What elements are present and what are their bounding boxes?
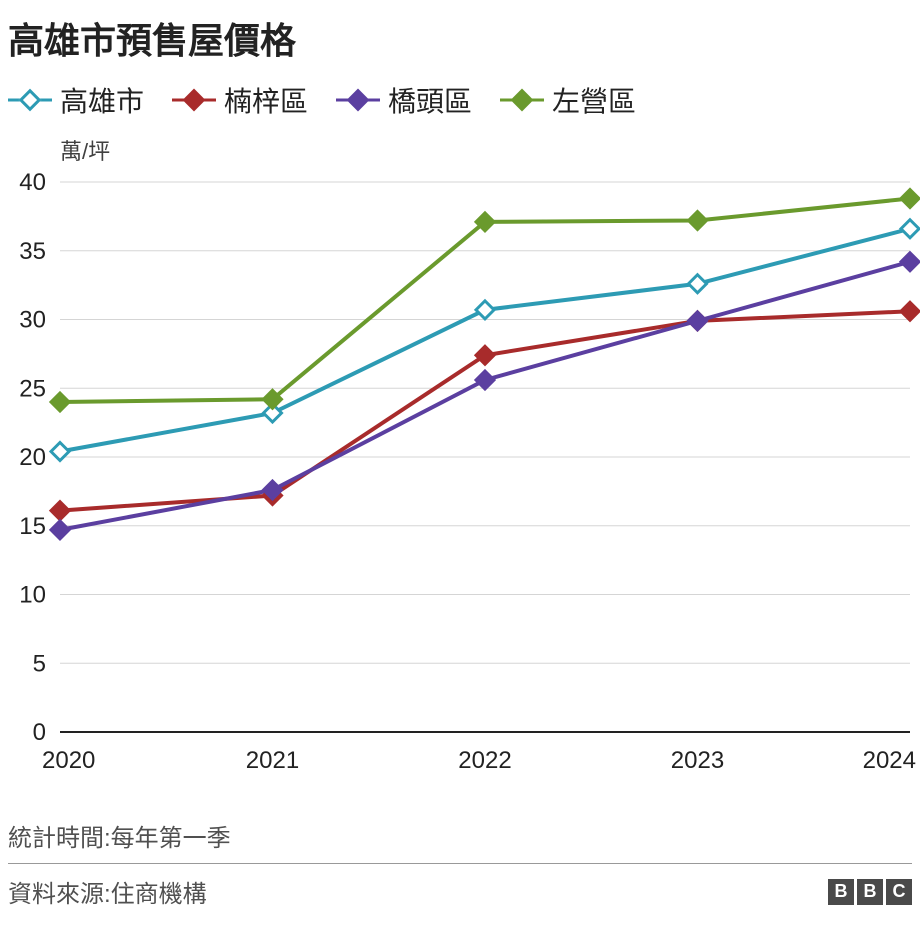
data-marker-icon — [901, 190, 919, 208]
data-marker-icon — [476, 301, 494, 319]
chart-area: 0 5 10 15 20 25 30 35 40 2020 2021 2022 2023 2024 — [0, 172, 920, 792]
y-tick-label: 35 — [19, 238, 46, 265]
bbc-letter: C — [886, 879, 912, 905]
legend-item: 左營區 — [500, 80, 636, 120]
data-marker-icon — [689, 212, 707, 230]
legend-marker-icon — [500, 90, 544, 110]
legend-label: 高雄市 — [60, 80, 144, 120]
data-marker-icon — [901, 220, 919, 238]
data-marker-icon — [689, 275, 707, 293]
y-tick-label: 25 — [19, 375, 46, 402]
legend-item: 楠梓區 — [172, 80, 308, 120]
series-line — [60, 311, 910, 510]
data-marker-icon — [51, 502, 69, 520]
legend-marker-icon — [336, 90, 380, 110]
data-marker-icon — [901, 302, 919, 320]
y-axis-unit: 萬/坪 — [0, 124, 920, 172]
x-tick-label: 2020 — [42, 747, 95, 774]
series-line — [60, 229, 910, 452]
chart-footer: 統計時間:每年第一季 資料來源:住商機構 BBC — [0, 792, 920, 919]
data-marker-icon — [51, 521, 69, 539]
y-tick-label: 15 — [19, 513, 46, 540]
bbc-logo: BBC — [828, 879, 912, 905]
legend: 高雄市 楠梓區 橋頭區 左營區 — [0, 72, 920, 124]
legend-item: 橋頭區 — [336, 80, 472, 120]
legend-marker-icon — [8, 90, 52, 110]
bbc-letter: B — [828, 879, 854, 905]
legend-marker-icon — [172, 90, 216, 110]
legend-label: 左營區 — [552, 80, 636, 120]
footer-source: 資料來源:住商機構 — [8, 874, 207, 909]
x-tick-label: 2022 — [458, 747, 511, 774]
data-marker-icon — [476, 371, 494, 389]
x-tick-label: 2023 — [671, 747, 724, 774]
y-tick-label: 5 — [33, 650, 46, 677]
legend-label: 橋頭區 — [388, 80, 472, 120]
legend-item: 高雄市 — [8, 80, 144, 120]
data-marker-icon — [51, 443, 69, 461]
data-marker-icon — [51, 393, 69, 411]
data-marker-icon — [901, 253, 919, 271]
footer-note: 統計時間:每年第一季 — [8, 808, 912, 863]
y-tick-label: 10 — [19, 582, 46, 609]
x-tick-label: 2021 — [246, 747, 299, 774]
y-tick-label: 40 — [19, 172, 46, 196]
y-tick-label: 20 — [19, 444, 46, 471]
chart-title: 高雄市預售屋價格 — [0, 0, 920, 72]
x-tick-label: 2024 — [863, 747, 916, 774]
data-marker-icon — [689, 312, 707, 330]
legend-label: 楠梓區 — [224, 80, 308, 120]
y-tick-label: 0 — [33, 719, 46, 746]
y-tick-label: 30 — [19, 307, 46, 334]
bbc-letter: B — [857, 879, 883, 905]
